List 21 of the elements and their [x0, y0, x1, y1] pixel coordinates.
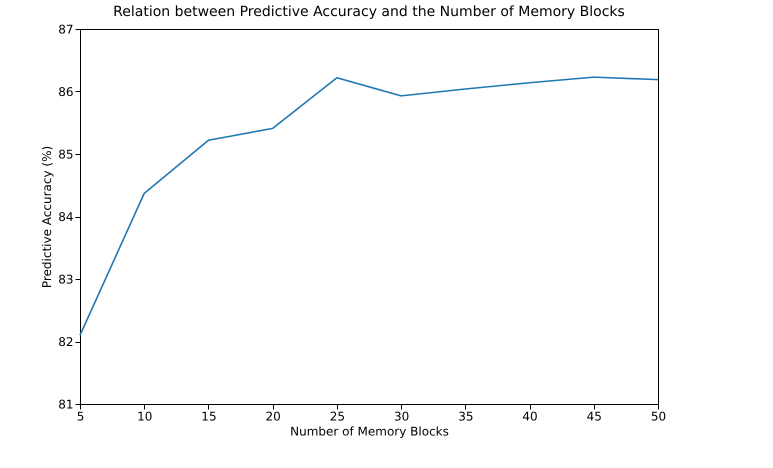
y-tick-label: 83 — [58, 272, 74, 286]
x-tick-label: 25 — [330, 410, 346, 424]
y-axis-title: Predictive Accuracy (%) — [40, 146, 54, 288]
x-tick-label: 30 — [394, 410, 410, 424]
line-series — [79, 76, 659, 336]
x-tick-label: 5 — [76, 410, 84, 424]
chart-title: Relation between Predictive Accuracy and the Number of Memory Blocks — [113, 4, 625, 20]
y-tick-label: 82 — [58, 335, 74, 349]
x-tick-label: 40 — [522, 410, 538, 424]
x-tick-label: 10 — [137, 410, 152, 424]
y-tick-label: 81 — [58, 398, 74, 412]
x-axis-title: Number of Memory Blocks — [290, 424, 449, 438]
x-tick-label: 35 — [458, 410, 474, 424]
y-tick-label: 86 — [58, 85, 74, 99]
y-tick-label: 85 — [58, 148, 74, 162]
y-tick-label: 87 — [58, 22, 74, 36]
x-tick-label: 15 — [201, 410, 217, 424]
x-tick-label: 45 — [586, 410, 602, 424]
x-tick-label: 20 — [266, 410, 281, 424]
y-tick-label: 84 — [58, 210, 74, 224]
x-tick-label: 50 — [650, 410, 666, 424]
